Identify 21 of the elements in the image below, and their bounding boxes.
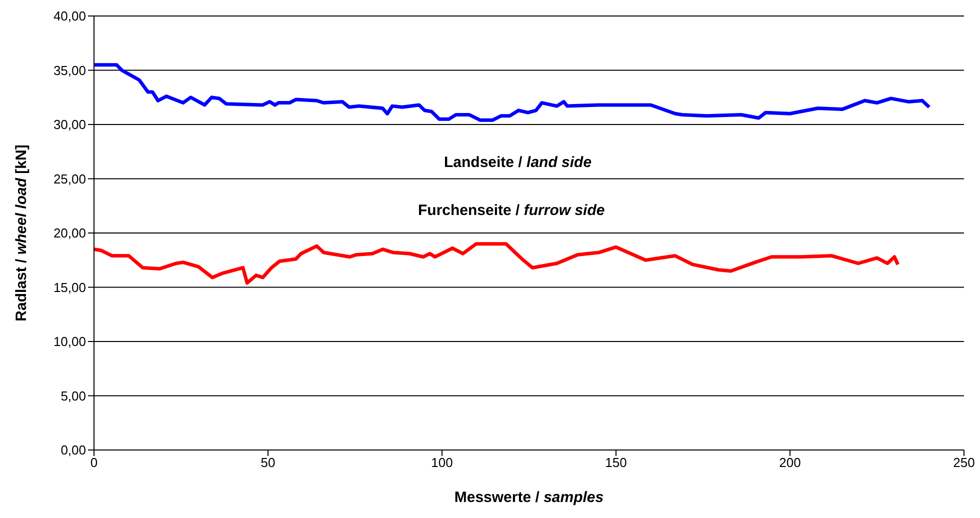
line-series [94, 63, 931, 122]
y-tick-label: 35,00 [53, 62, 86, 78]
x-tick-label: 0 [90, 455, 98, 470]
y-tick-label: 5,00 [60, 388, 86, 404]
y-tick-label: 15,00 [53, 280, 86, 295]
x-tick-label: 50 [260, 455, 276, 470]
line-series [94, 242, 900, 285]
y-tick-label: 25,00 [53, 171, 86, 186]
x-tick-label: 150 [605, 455, 627, 470]
annotation: Furchenseite / furrow side [418, 202, 605, 219]
y-tick-label: 30,00 [53, 117, 86, 132]
y-tick-label: 20,00 [53, 226, 86, 241]
y-axis-title: Radlast / wheel load [kN] [13, 144, 30, 322]
y-tick-label: 0,00 [60, 442, 86, 458]
x-tick-label: 200 [779, 455, 801, 470]
y-tick-label: 40,00 [53, 8, 86, 24]
y-tick-label: 10,00 [53, 334, 86, 350]
x-tick-label: 250 [953, 455, 975, 470]
x-tick-label: 100 [431, 455, 453, 470]
x-axis-title: Messwerte / samples [454, 489, 604, 506]
annotation: Landseite / land side [444, 154, 592, 171]
